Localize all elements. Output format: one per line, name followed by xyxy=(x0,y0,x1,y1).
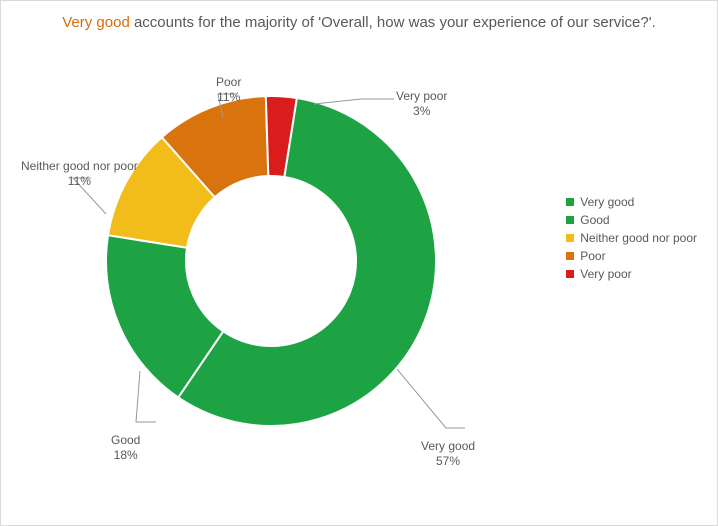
legend-swatch xyxy=(566,216,574,224)
chart-title: Very good accounts for the majority of '… xyxy=(1,13,717,33)
slice-label-name: Very poor xyxy=(396,89,447,104)
slice-label-name: Poor xyxy=(216,75,241,90)
legend-swatch xyxy=(566,270,574,278)
slice-label-name: Good xyxy=(111,433,140,448)
slice-label-percent: 11% xyxy=(216,90,241,105)
legend-swatch xyxy=(566,234,574,242)
title-highlight: Very good xyxy=(62,14,130,31)
legend-label: Good xyxy=(580,213,609,227)
donut-graphic xyxy=(91,81,451,441)
slice-label-very_poor: Very poor3% xyxy=(396,89,447,119)
legend-swatch xyxy=(566,198,574,206)
slice-label-neither: Neither good nor poor11% xyxy=(21,159,138,189)
legend-swatch xyxy=(566,252,574,260)
slice-label-percent: 3% xyxy=(396,104,447,119)
legend-label: Very good xyxy=(580,195,634,209)
legend-label: Poor xyxy=(580,249,605,263)
slice-label-percent: 11% xyxy=(21,174,138,189)
legend-item-poor: Poor xyxy=(566,249,697,263)
slice-label-percent: 57% xyxy=(421,454,475,469)
donut-chart: Very good accounts for the majority of '… xyxy=(0,0,718,526)
legend-item-neither-good-nor-poor: Neither good nor poor xyxy=(566,231,697,245)
legend-item-very-poor: Very poor xyxy=(566,267,697,281)
legend-item-very-good: Very good xyxy=(566,195,697,209)
legend-label: Neither good nor poor xyxy=(580,231,697,245)
slice-label-poor: Poor11% xyxy=(216,75,241,105)
title-rest: accounts for the majority of 'Overall, h… xyxy=(130,14,656,31)
slice-label-very_good: Very good57% xyxy=(421,439,475,469)
slice-label-percent: 18% xyxy=(111,448,140,463)
legend: Very good Good Neither good nor poor Poor Ve… xyxy=(566,191,697,285)
legend-label: Very poor xyxy=(580,267,631,281)
slice-label-good: Good18% xyxy=(111,433,140,463)
slice-label-name: Very good xyxy=(421,439,475,454)
legend-item-good: Good xyxy=(566,213,697,227)
slice-label-name: Neither good nor poor xyxy=(21,159,138,174)
